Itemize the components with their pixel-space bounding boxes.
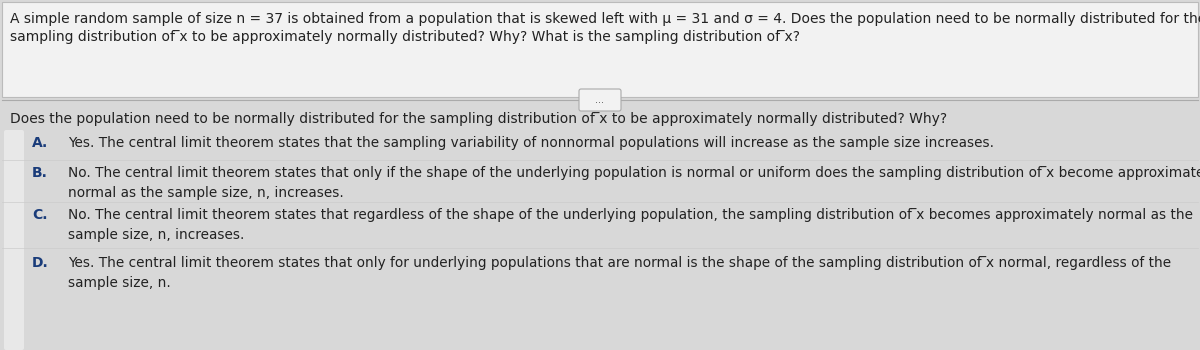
- Text: Does the population need to be normally distributed for the sampling distributio: Does the population need to be normally …: [10, 112, 947, 126]
- Text: C.: C.: [32, 208, 48, 222]
- Text: ...: ...: [595, 95, 605, 105]
- Text: No. The central limit theorem states that regardless of the shape of the underly: No. The central limit theorem states tha…: [68, 208, 1193, 242]
- FancyBboxPatch shape: [4, 130, 24, 350]
- Text: Yes. The central limit theorem states that the sampling variability of nonnormal: Yes. The central limit theorem states th…: [68, 136, 994, 150]
- Text: Yes. The central limit theorem states that only for underlying populations that : Yes. The central limit theorem states th…: [68, 256, 1171, 290]
- Text: sampling distribution of ̅x to be approximately normally distributed? Why? What : sampling distribution of ̅x to be approx…: [10, 30, 800, 44]
- FancyBboxPatch shape: [2, 2, 1198, 97]
- Text: A.: A.: [32, 136, 48, 150]
- Text: No. The central limit theorem states that only if the shape of the underlying po: No. The central limit theorem states tha…: [68, 166, 1200, 200]
- Text: B.: B.: [32, 166, 48, 180]
- FancyBboxPatch shape: [580, 89, 622, 111]
- Text: A simple random sample of size n = 37 is obtained from a population that is skew: A simple random sample of size n = 37 is…: [10, 12, 1200, 26]
- Text: D.: D.: [32, 256, 49, 270]
